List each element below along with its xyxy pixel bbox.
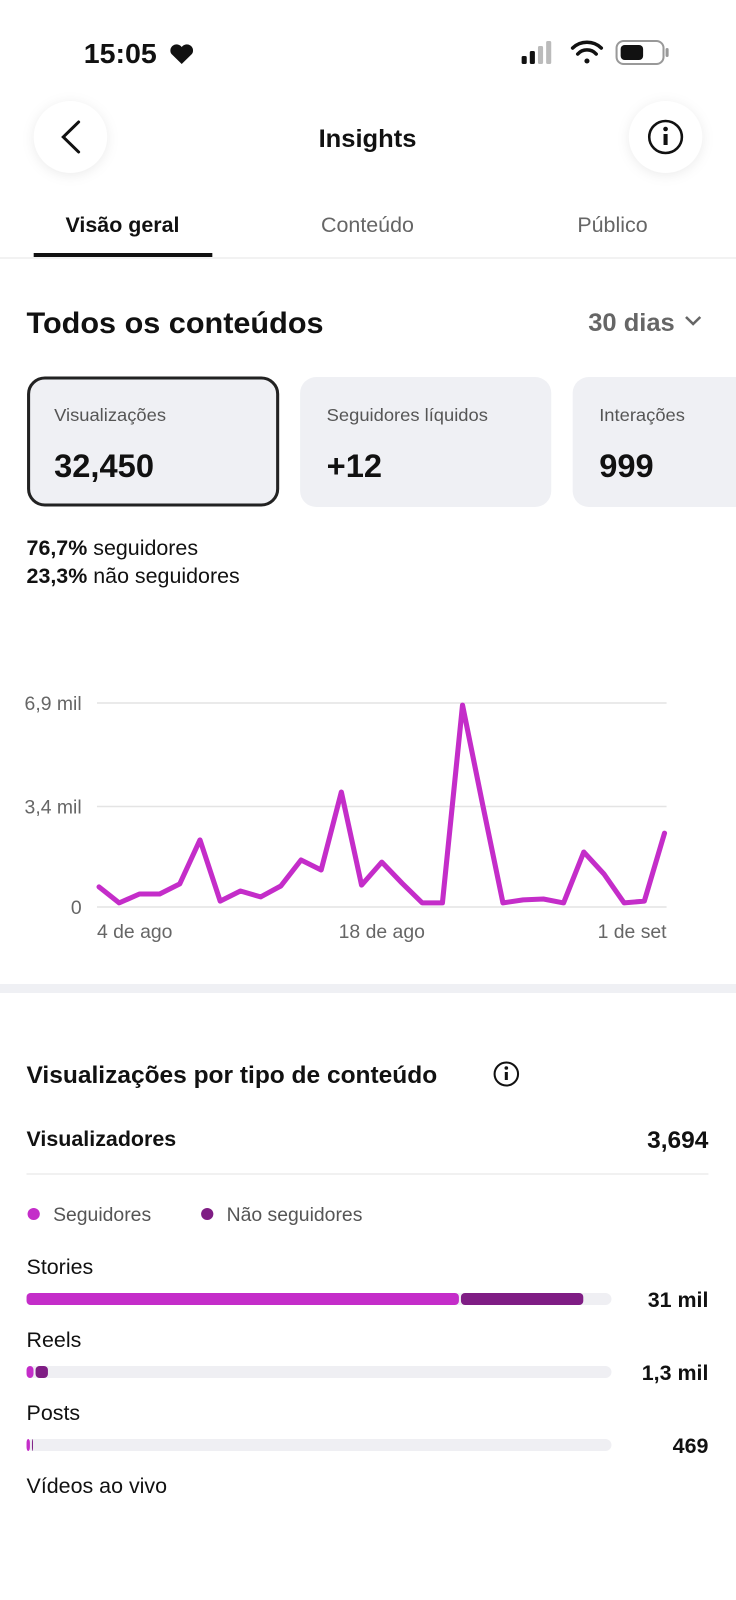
breakdown-value: 23,3% <box>27 565 88 588</box>
breakdown-line: 76,7% seguidores <box>27 537 199 560</box>
back-icon <box>61 120 81 154</box>
breakdown-label: seguidores <box>93 537 198 560</box>
battery-icon <box>615 40 669 65</box>
category-label: Posts <box>27 1402 81 1425</box>
metric-card[interactable] <box>572 377 736 507</box>
metric-label: Interações <box>599 405 685 425</box>
legend-swatch <box>201 1208 214 1220</box>
metric-value: 32,450 <box>54 448 154 484</box>
viewers-value: 3,694 <box>647 1127 709 1154</box>
y-tick-label: 6,9 mil <box>25 694 82 715</box>
metric-card[interactable] <box>27 376 280 507</box>
section-separator <box>0 984 736 993</box>
info-icon[interactable] <box>493 1061 520 1087</box>
section-title: Visualizações por tipo de conteúdo <box>27 1062 438 1089</box>
bar-segment <box>26 1293 459 1305</box>
bar-segment <box>31 1439 33 1451</box>
category-label: Vídeos ao vivo <box>27 1475 168 1498</box>
wifi-icon <box>570 40 604 64</box>
bar-segment <box>26 1439 30 1451</box>
metric-value: 999 <box>599 448 654 484</box>
legend-label: Não seguidores <box>227 1205 363 1226</box>
metric-label: Visualizações <box>54 405 166 425</box>
data-line <box>96 702 668 906</box>
legend-swatch <box>27 1208 40 1220</box>
category-label: Reels <box>27 1329 82 1352</box>
bar-segment <box>35 1366 48 1378</box>
breakdown-label: não seguidores <box>93 565 239 588</box>
line-chart: 0 3,4 mil 6,9 mil 4 de ago 18 de ago 1 de set <box>25 694 668 943</box>
metric-label: Seguidores líquidos <box>327 405 488 425</box>
bar-total-label: 1,3 mil <box>642 1362 709 1385</box>
info-icon <box>647 119 684 155</box>
tab[interactable]: Conteúdo <box>321 214 414 237</box>
metric-value: +12 <box>327 448 382 484</box>
bar-chart: Seguidores Não seguidores Stories 31 mil Ree… <box>26 1205 709 1498</box>
x-tick-label: 4 de ago <box>97 922 172 943</box>
x-tick-label: 1 de set <box>598 922 668 943</box>
header-title: Insights <box>319 125 417 153</box>
legend-label: Seguidores <box>53 1205 151 1226</box>
tab[interactable]: Visão geral <box>66 214 180 237</box>
heart-icon <box>170 44 194 64</box>
bar-track <box>26 1366 612 1378</box>
y-tick-label: 0 <box>71 898 82 919</box>
bar-total-label: 469 <box>673 1435 709 1458</box>
period-selector[interactable]: 30 dias <box>588 309 675 337</box>
y-tick-label: 3,4 mil <box>25 798 82 819</box>
bar-segment <box>460 1293 584 1305</box>
x-tick-label: 18 de ago <box>339 922 425 943</box>
breakdown-line: 23,3% não seguidores <box>27 565 240 588</box>
status-time: 15:05 <box>84 37 157 69</box>
dropdown-icon <box>685 316 702 326</box>
section-title: Todos os conteúdos <box>27 307 324 340</box>
signal-icon <box>521 41 552 64</box>
metric-card[interactable] <box>300 377 552 507</box>
bar-total-label: 31 mil <box>648 1289 709 1312</box>
bar-segment <box>26 1366 34 1378</box>
category-label: Stories <box>27 1256 94 1279</box>
viewers-label: Visualizadores <box>27 1128 177 1151</box>
tab-indicator <box>33 253 213 257</box>
breakdown-value: 76,7% <box>27 537 88 560</box>
back-button[interactable] <box>33 101 108 173</box>
bar-track <box>26 1439 612 1451</box>
tab[interactable]: Público <box>577 214 647 237</box>
